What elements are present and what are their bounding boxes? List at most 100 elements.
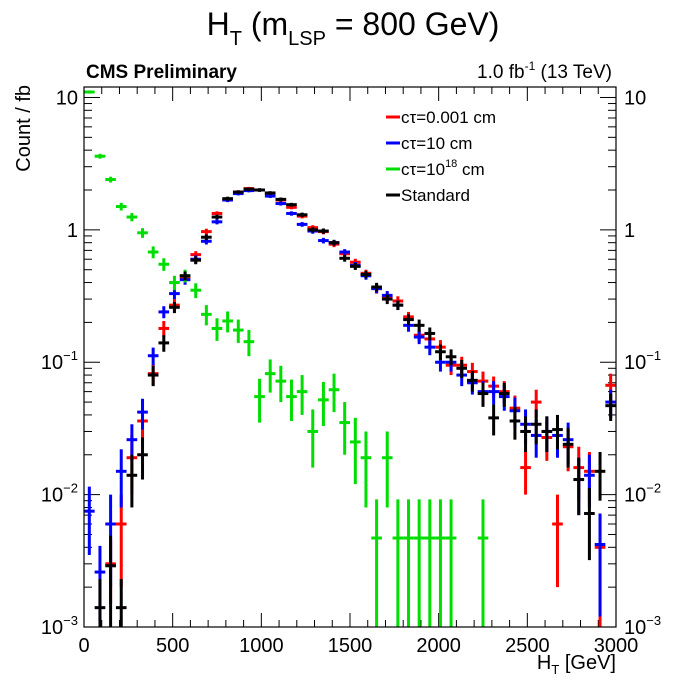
y-tick-label-right: 10−1: [624, 348, 661, 374]
data-point: [84, 486, 95, 555]
data-point: [137, 398, 148, 430]
data-point: [201, 305, 212, 326]
data-point: [275, 201, 287, 206]
y-tick-label-right: 10−3: [624, 613, 661, 639]
data-point: [477, 499, 489, 627]
data-point: [94, 153, 106, 159]
x-tick-label: 1500: [328, 635, 373, 657]
data-point: [339, 249, 350, 256]
data-point: [350, 262, 361, 270]
data-point: [381, 431, 393, 508]
data-point: [264, 359, 276, 393]
data-point: [360, 431, 372, 508]
data-point: [584, 488, 595, 561]
y-tick-label-right: 10−2: [624, 481, 661, 507]
data-point: [392, 499, 404, 627]
plot-frame: [83, 86, 617, 628]
data-point: [232, 190, 244, 194]
data-point: [137, 437, 148, 480]
data-point: [509, 406, 521, 440]
data-point: [339, 402, 350, 455]
data-point: [413, 499, 425, 627]
data-point: [115, 202, 127, 211]
data-point: [371, 282, 382, 292]
data-point: [94, 579, 106, 627]
data-point: [147, 365, 159, 387]
data-point: [296, 375, 308, 415]
data-point: [318, 228, 329, 234]
x-tick-label: 2500: [505, 635, 550, 657]
data-point: [456, 359, 468, 379]
data-point: [552, 414, 563, 450]
data-point: [158, 306, 170, 319]
data-point: [605, 393, 616, 421]
x-tick-label: 1000: [239, 635, 284, 657]
data-point: [467, 370, 478, 392]
data-point: [307, 409, 319, 468]
data-point: [254, 188, 265, 192]
series-2: [84, 90, 489, 627]
data-point: [137, 228, 148, 238]
y-axis-label: Count / fb: [13, 85, 35, 172]
data-point: [179, 271, 191, 281]
data-point: [126, 213, 138, 222]
data-point: [254, 378, 265, 423]
series-3: [94, 187, 616, 627]
data-point: [424, 340, 436, 356]
data-point: [286, 379, 297, 421]
data-point: [169, 275, 180, 291]
data-point: [318, 381, 329, 426]
data-point: [158, 258, 170, 271]
data-point: [360, 270, 372, 279]
data-point: [211, 219, 223, 225]
data-point: [552, 494, 563, 588]
legend-entry: Standard: [401, 186, 470, 205]
y-tick-label: 10−3: [41, 613, 78, 639]
data-point: [286, 211, 297, 216]
data-point: [488, 381, 499, 405]
data-point: [328, 239, 340, 246]
data-point: [350, 417, 361, 485]
data-point: [286, 202, 297, 207]
data-point: [477, 382, 489, 407]
data-point: [445, 349, 457, 366]
data-point: [424, 327, 436, 341]
data-point: [435, 499, 446, 627]
x-axis-label: HT [GeV]: [537, 652, 616, 677]
data-point: [562, 427, 574, 468]
data-point: [201, 228, 212, 235]
data-point: [520, 416, 531, 452]
data-point: [105, 176, 116, 183]
data-point: [211, 214, 223, 220]
x-tick-label: 3000: [594, 635, 639, 657]
data-point: [243, 187, 255, 191]
legend: cτ=0.001 cm cτ=10 cm cτ=1018 cm Standard: [386, 108, 496, 205]
data-point: [147, 347, 159, 366]
data-point: [520, 449, 531, 495]
data-point: [264, 194, 276, 199]
data-marks: [84, 90, 616, 627]
y-tick-label-right: 1: [624, 220, 635, 242]
data-point: [530, 409, 542, 445]
data-point: [115, 449, 127, 508]
y-tick-label-right: 10: [624, 87, 646, 109]
y-tick-label: 10−2: [41, 481, 78, 507]
data-point: [424, 499, 436, 627]
data-point: [413, 319, 425, 332]
data-point: [169, 302, 180, 314]
data-point: [211, 318, 223, 341]
legend-entry: cτ=1018 cm: [401, 158, 485, 179]
data-point: [126, 424, 138, 461]
data-point: [158, 320, 170, 338]
data-point: [541, 416, 553, 452]
chart-title: HT (mLSP = 800 GeV): [207, 6, 500, 50]
y-tick-label: 1: [67, 220, 78, 242]
data-point: [413, 330, 425, 345]
data-point: [169, 288, 180, 300]
data-point: [275, 365, 287, 403]
data-point: [201, 234, 212, 241]
y-tick-label: 10: [56, 87, 78, 109]
data-point: [275, 197, 287, 202]
data-point: [84, 90, 95, 94]
